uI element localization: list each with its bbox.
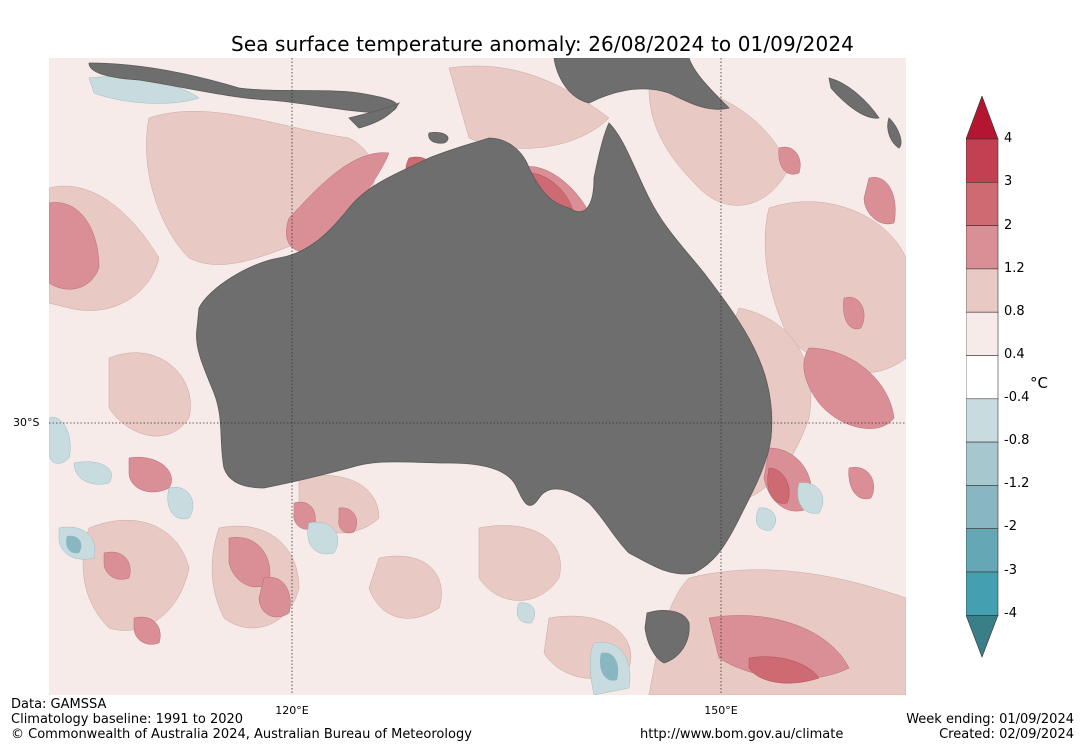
new-guinea-landmass xyxy=(553,58,730,110)
lon-label-150e: 150°E xyxy=(704,704,738,717)
colorbar-tick: -4 xyxy=(1004,606,1017,621)
colorbar xyxy=(965,95,1002,662)
lat-label-30s: 30°S xyxy=(13,416,40,429)
sst-anomaly-map xyxy=(49,58,906,695)
colorbar-unit-label: °C xyxy=(1030,374,1048,392)
colorbar-tick: -2 xyxy=(1004,519,1017,534)
colorbar-tick: -3 xyxy=(1004,563,1017,578)
colorbar-tick: 1.2 xyxy=(1004,261,1025,276)
anomaly-negative-areas xyxy=(49,76,824,695)
data-source: Data: GAMSSA xyxy=(11,697,107,712)
colorbar-swatch-0.4-0.8 xyxy=(965,311,999,356)
colorbar-swatch-1.2-2 xyxy=(965,225,999,270)
copyright: © Commonwealth of Australia 2024, Austra… xyxy=(11,727,472,742)
anomaly-strong-negative-areas xyxy=(66,535,619,681)
colorbar-bottom-arrow xyxy=(965,614,999,658)
footer-left: Data: GAMSSA Climatology baseline: 1991 … xyxy=(11,697,472,742)
climatology-baseline: Climatology baseline: 1991 to 2020 xyxy=(11,712,244,727)
colorbar-tick: 0.8 xyxy=(1004,304,1025,319)
footer-right: Week ending: 01/09/2024 Created: 02/09/2… xyxy=(906,712,1074,742)
lon-label-120e: 120°E xyxy=(275,704,309,717)
colorbar-swatch-neg-3-4 xyxy=(965,571,999,616)
tasmania-landmass xyxy=(644,610,690,664)
colorbar-swatch-neg-0.4-0.8 xyxy=(965,398,999,443)
colorbar-swatch-neg-2-3 xyxy=(965,528,999,573)
colorbar-swatch-0.8-1.2 xyxy=(965,268,999,313)
colorbar-tick: 3 xyxy=(1004,174,1013,189)
colorbar-tick: -0.4 xyxy=(1004,390,1030,405)
colorbar-tick: 4 xyxy=(1004,131,1013,146)
land-masses xyxy=(88,58,902,664)
map-title: Sea surface temperature anomaly: 26/08/2… xyxy=(231,32,854,56)
colorbar-tick: 0.4 xyxy=(1004,347,1025,362)
colorbar-swatch-3-4 xyxy=(965,138,999,183)
colorbar-swatch-neg-1.2-2 xyxy=(965,485,999,529)
colorbar-swatch-2-3 xyxy=(965,182,999,226)
week-ending: Week ending: 01/09/2024 xyxy=(906,712,1074,727)
map-canvas xyxy=(49,58,906,695)
colorbar-top-arrow xyxy=(965,95,999,140)
colorbar-tick: -0.8 xyxy=(1004,433,1030,448)
colorbar-tick: -1.2 xyxy=(1004,476,1030,491)
colorbar-swatch-neg-0.8-1.2 xyxy=(965,441,999,486)
colorbar-tick: 2 xyxy=(1004,218,1013,233)
bom-url[interactable]: http://www.bom.gov.au/climate xyxy=(640,727,844,742)
colorbar-swatch-neutral xyxy=(965,355,999,400)
colorbar-swatches xyxy=(965,95,999,658)
graticule xyxy=(49,58,906,695)
australia-landmass xyxy=(196,122,773,575)
created-date: Created: 02/09/2024 xyxy=(939,727,1074,742)
